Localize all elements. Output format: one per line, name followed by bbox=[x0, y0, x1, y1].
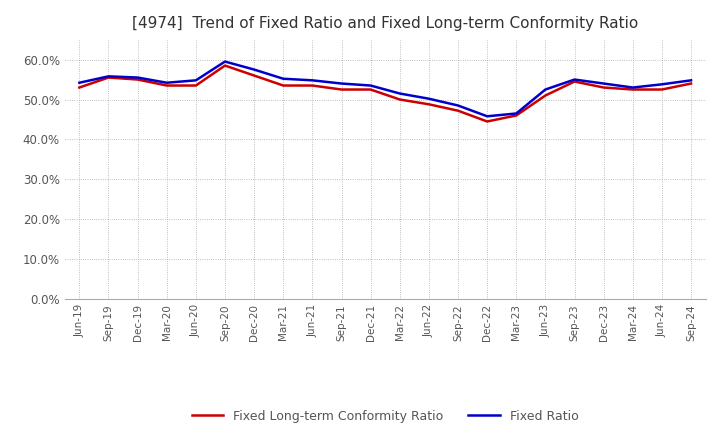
Fixed Ratio bbox=[629, 85, 637, 90]
Fixed Ratio bbox=[192, 78, 200, 83]
Fixed Ratio bbox=[133, 75, 142, 80]
Fixed Ratio bbox=[104, 74, 113, 79]
Fixed Long-term Conformity Ratio bbox=[395, 97, 404, 102]
Fixed Long-term Conformity Ratio bbox=[425, 102, 433, 107]
Fixed Long-term Conformity Ratio bbox=[163, 83, 171, 88]
Fixed Long-term Conformity Ratio bbox=[599, 85, 608, 90]
Fixed Long-term Conformity Ratio bbox=[454, 108, 462, 114]
Fixed Ratio bbox=[279, 76, 287, 81]
Fixed Long-term Conformity Ratio bbox=[75, 85, 84, 90]
Fixed Ratio bbox=[657, 82, 666, 87]
Fixed Long-term Conformity Ratio bbox=[687, 81, 696, 86]
Fixed Long-term Conformity Ratio bbox=[337, 87, 346, 92]
Line: Fixed Ratio: Fixed Ratio bbox=[79, 62, 691, 116]
Fixed Ratio bbox=[541, 87, 550, 92]
Fixed Ratio bbox=[425, 96, 433, 101]
Fixed Ratio bbox=[570, 77, 579, 82]
Fixed Long-term Conformity Ratio bbox=[308, 83, 317, 88]
Fixed Long-term Conformity Ratio bbox=[541, 93, 550, 98]
Fixed Long-term Conformity Ratio bbox=[220, 63, 229, 68]
Fixed Ratio bbox=[163, 80, 171, 85]
Fixed Ratio bbox=[483, 114, 492, 119]
Fixed Ratio bbox=[220, 59, 229, 64]
Fixed Ratio bbox=[308, 78, 317, 83]
Fixed Ratio bbox=[366, 83, 375, 88]
Legend: Fixed Long-term Conformity Ratio, Fixed Ratio: Fixed Long-term Conformity Ratio, Fixed … bbox=[187, 405, 583, 428]
Fixed Long-term Conformity Ratio bbox=[570, 79, 579, 84]
Fixed Ratio bbox=[395, 91, 404, 96]
Fixed Ratio bbox=[75, 80, 84, 85]
Title: [4974]  Trend of Fixed Ratio and Fixed Long-term Conformity Ratio: [4974] Trend of Fixed Ratio and Fixed Lo… bbox=[132, 16, 639, 32]
Line: Fixed Long-term Conformity Ratio: Fixed Long-term Conformity Ratio bbox=[79, 66, 691, 121]
Fixed Long-term Conformity Ratio bbox=[629, 87, 637, 92]
Fixed Long-term Conformity Ratio bbox=[104, 75, 113, 80]
Fixed Ratio bbox=[599, 81, 608, 86]
Fixed Long-term Conformity Ratio bbox=[366, 87, 375, 92]
Fixed Ratio bbox=[250, 67, 258, 72]
Fixed Long-term Conformity Ratio bbox=[483, 119, 492, 124]
Fixed Long-term Conformity Ratio bbox=[657, 87, 666, 92]
Fixed Ratio bbox=[687, 78, 696, 83]
Fixed Ratio bbox=[337, 81, 346, 86]
Fixed Long-term Conformity Ratio bbox=[279, 83, 287, 88]
Fixed Long-term Conformity Ratio bbox=[512, 113, 521, 118]
Fixed Ratio bbox=[454, 103, 462, 108]
Fixed Long-term Conformity Ratio bbox=[133, 77, 142, 82]
Fixed Ratio bbox=[512, 111, 521, 116]
Fixed Long-term Conformity Ratio bbox=[250, 73, 258, 78]
Fixed Long-term Conformity Ratio bbox=[192, 83, 200, 88]
